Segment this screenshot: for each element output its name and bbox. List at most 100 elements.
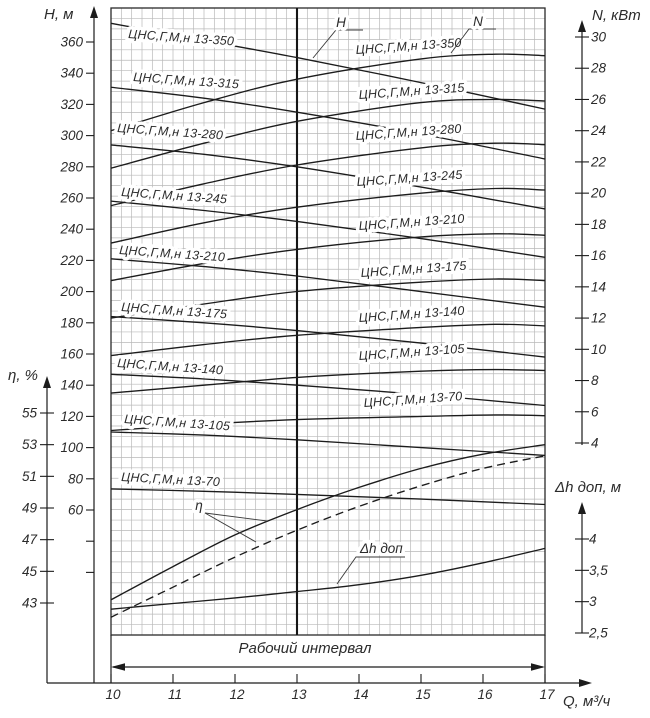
ann-N-leader: [450, 28, 496, 54]
ann-eta-label: η: [195, 498, 203, 513]
tick-label-eta-51: 51: [22, 469, 37, 484]
tick-label-q-11: 11: [168, 687, 182, 702]
curve-label-n-13-315: ЦНС,Г,М,н 13-315: [358, 81, 465, 102]
tick-label-N-28: 28: [590, 61, 607, 76]
axis-title-N: N, кВт: [592, 7, 641, 24]
curve-label-n-13-350: ЦНС,Г,М,н 13-350: [355, 36, 462, 57]
curve-n-13-175: [110, 278, 546, 319]
tick-label-q-13: 13: [291, 687, 307, 702]
axis-arrow: [43, 376, 51, 388]
tick-label-H-300: 300: [60, 128, 83, 143]
curve-dh-dop: [110, 547, 546, 610]
tick-label-dh-4: 4: [589, 532, 597, 547]
tick-label-H-340: 340: [60, 66, 83, 81]
ann-eta-leader: [204, 512, 268, 522]
tick-label-H-200: 200: [59, 284, 83, 299]
tick-label-H-260: 260: [59, 191, 83, 206]
interval-arrow-left: [111, 663, 125, 671]
curve-n-13-315: [110, 98, 546, 169]
curve-h-13-280: [110, 144, 546, 210]
curve-n-13-105: [110, 368, 546, 394]
curve-label-h-13-350: ЦНС,Г,М,н 13-350: [128, 27, 235, 48]
tick-label-dh-3: 3: [589, 594, 597, 609]
tick-label-H-240: 240: [59, 222, 83, 237]
tick-label-H-220: 220: [59, 253, 83, 268]
tick-label-H-140: 140: [60, 378, 83, 393]
tick-label-N-6: 6: [591, 404, 599, 419]
tick-label-eta-49: 49: [22, 501, 38, 516]
tick-label-eta-45: 45: [22, 564, 38, 579]
curve-h-13-245: [110, 200, 546, 258]
tick-label-N-10: 10: [591, 342, 607, 357]
curve-label-h-13-140: ЦНС,Г,М,н 13-140: [117, 356, 224, 377]
ann-H-leader: [312, 29, 363, 59]
curve-label-n-13-105: ЦНС,Г,М,н 13-105: [358, 342, 465, 363]
ann-H-label: H: [336, 15, 346, 30]
curve-h-13-70: [110, 488, 546, 506]
plot-frame: [110, 7, 546, 636]
tick-label-eta-53: 53: [22, 437, 38, 452]
tick-label-q-15: 15: [415, 687, 431, 702]
axis-dh: 4 3,5 3 2,5 Δh доп, м: [554, 479, 621, 641]
tick-label-N-4: 4: [591, 436, 599, 451]
tick-label-H-100: 100: [60, 440, 83, 455]
tick-label-q-17: 17: [539, 687, 555, 702]
tick-label-N-24: 24: [590, 123, 606, 138]
curve-eta-solid: [110, 444, 546, 601]
ann-eta-leader: [204, 512, 257, 543]
curve-n-13-140: [110, 323, 546, 357]
curve-label-n-13-70: ЦНС,Г,М,н 13-70: [363, 389, 463, 410]
tick-label-eta-55: 55: [22, 406, 38, 421]
curve-h-13-140: [110, 373, 546, 407]
tick-label-q-10: 10: [105, 687, 121, 702]
curve-h-13-105: [110, 431, 546, 457]
curve-n-13-350: [110, 53, 546, 132]
curve-h-13-175: [110, 315, 546, 358]
tick-label-q-12: 12: [229, 687, 245, 702]
curve-label-h-13-70: ЦНС,Г,М,н 13-70: [121, 470, 220, 489]
tick-label-H-320: 320: [60, 97, 83, 112]
axis-title-eta: η, %: [8, 367, 38, 384]
axis-H: 360 340 320 300 280 260 240 220 200 180 160 140 120 1…: [44, 6, 98, 683]
curve-h-13-210: [110, 258, 546, 308]
tick-label-dh-2,5: 2,5: [588, 626, 608, 641]
ann-N-label: N: [473, 14, 483, 29]
axis-arrow: [578, 502, 586, 514]
tick-label-N-12: 12: [591, 311, 607, 326]
tick-label-N-14: 14: [591, 279, 606, 294]
curve-eta-dashed: [110, 455, 546, 618]
tick-label-H-80: 80: [68, 471, 84, 486]
axis-eta: 55 53 51 49 47 45 43 η, %: [8, 367, 54, 683]
curve-n-13-70: [110, 414, 546, 432]
axis-arrow: [90, 6, 98, 18]
tick-label-H-160: 160: [60, 347, 83, 362]
curve-label-n-13-210: ЦНС,Г,М,н 13-210: [358, 212, 465, 233]
axis-arrow: [578, 20, 586, 32]
curve-label-n-13-175: ЦНС,Г,М,н 13-175: [360, 259, 467, 280]
grid: [111, 8, 545, 635]
tick-label-q-16: 16: [477, 687, 493, 702]
tick-label-H-280: 280: [59, 159, 83, 174]
annotations: H Nη Δh доп: [192, 11, 496, 585]
ann-dh-leader: [336, 556, 405, 585]
tick-label-H-120: 120: [60, 409, 83, 424]
tick-label-dh-3,5: 3,5: [589, 563, 608, 578]
tick-label-H-360: 360: [60, 35, 83, 50]
tick-label-q-14: 14: [353, 687, 368, 702]
tick-label-N-20: 20: [590, 186, 607, 201]
tick-label-N-26: 26: [590, 92, 607, 107]
tick-label-eta-47: 47: [22, 532, 38, 547]
tick-label-H-60: 60: [68, 503, 84, 518]
ann-dh-label: Δh доп: [359, 541, 403, 556]
curve-n-13-280: [110, 142, 546, 207]
tick-label-eta-43: 43: [22, 596, 38, 611]
tick-label-N-30: 30: [591, 30, 607, 45]
axis-title-q: Q, м³/ч: [563, 693, 610, 710]
curve-n-13-210: [110, 233, 546, 282]
tick-label-N-22: 22: [590, 154, 607, 169]
curves: [110, 22, 546, 618]
working-interval: Рабочий интервал: [111, 637, 545, 671]
axis-title-H: H, м: [44, 6, 73, 23]
